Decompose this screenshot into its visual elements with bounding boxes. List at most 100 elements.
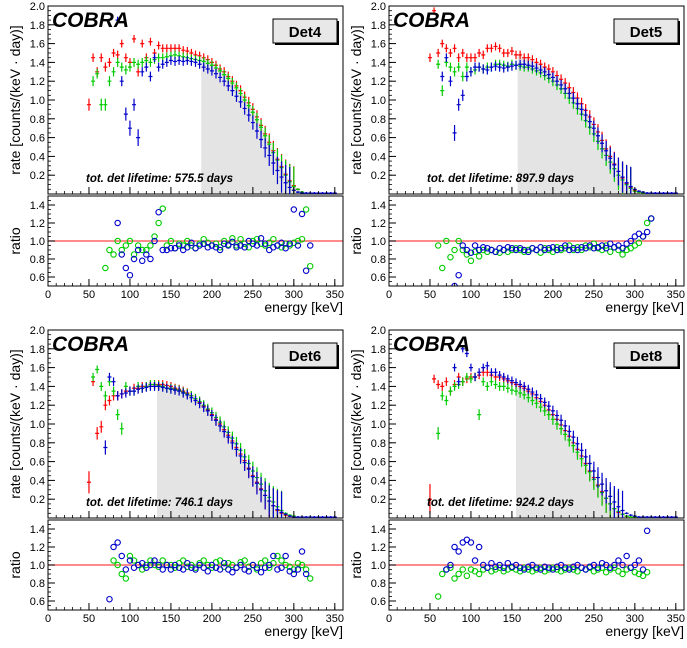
- data-point-green: [111, 386, 116, 396]
- ratio-point-blue: [492, 248, 499, 256]
- y-axis-label: rate [counts/(keV · day)]: [348, 349, 364, 498]
- data-point-green: [295, 188, 300, 191]
- x-tick-label: 50: [83, 289, 95, 301]
- ratio-point-blue: [270, 552, 277, 560]
- ratio-point-green: [635, 239, 643, 247]
- data-point-red: [91, 53, 96, 62]
- data-point-blue: [148, 381, 153, 391]
- ratio-point-blue: [475, 543, 483, 551]
- x-tick-label: 100: [121, 613, 139, 625]
- data-point-blue: [160, 382, 165, 392]
- data-point-blue: [263, 138, 268, 158]
- y-tick-label: 1.8: [30, 20, 45, 32]
- ratio-point-blue: [265, 561, 273, 569]
- ratio-y-tick-label: 1.4: [371, 524, 386, 536]
- data-point-blue: [177, 56, 182, 65]
- data-point-green: [95, 365, 100, 374]
- ratio-points: [434, 215, 655, 286]
- y-tick-label: 0.2: [371, 494, 386, 506]
- data-point-blue: [550, 72, 555, 83]
- ratio-point-blue: [106, 595, 113, 603]
- ratio-point-blue: [451, 543, 458, 551]
- ratio-point-green: [220, 237, 228, 245]
- y-tick-label: 1.8: [371, 20, 386, 32]
- data-point-blue: [542, 67, 547, 77]
- data-point-green: [464, 372, 469, 382]
- data-point-red: [427, 484, 432, 515]
- ratio-point-blue: [220, 559, 228, 567]
- data-point-blue: [283, 164, 288, 194]
- ratio-point-blue: [155, 561, 162, 569]
- ratio-point-green: [106, 246, 113, 254]
- ratio-point-green: [130, 251, 138, 258]
- y-tick-label: 0.6: [371, 457, 386, 469]
- data-point-blue: [538, 65, 543, 75]
- data-point-blue: [608, 147, 613, 170]
- data-point-blue: [546, 69, 551, 80]
- data-point-green: [436, 427, 441, 440]
- data-point-blue: [230, 435, 235, 450]
- ratio-point-green: [110, 557, 117, 564]
- ratio-point-green: [126, 552, 134, 560]
- data-point-blue: [505, 374, 510, 384]
- data-point-blue: [197, 398, 202, 409]
- detector-label: Det6: [289, 348, 322, 365]
- data-point-blue: [103, 440, 108, 455]
- y-tick-label: 1.8: [30, 344, 45, 356]
- ratio-point-green: [606, 248, 614, 256]
- data-point-green: [103, 391, 108, 401]
- ratio-point-green: [451, 246, 458, 254]
- detector-box: [272, 18, 338, 44]
- ratio-point-green: [306, 262, 314, 270]
- data-point-blue: [595, 127, 600, 144]
- x-tick-label: 350: [667, 289, 685, 301]
- data-point-blue: [234, 442, 239, 457]
- data-point-red: [140, 39, 145, 48]
- ratio-y-tick-label: 0.8: [30, 254, 45, 266]
- x-tick-label: 150: [503, 613, 521, 625]
- y-tick-label: 0.6: [30, 133, 45, 145]
- data-point-blue: [226, 80, 231, 92]
- ratio-point-blue: [184, 559, 191, 567]
- data-point-blue: [213, 414, 218, 426]
- data-point-blue: [493, 368, 498, 377]
- ratio-point-blue: [290, 206, 298, 213]
- data-point-blue: [460, 345, 465, 353]
- data-point-blue: [304, 192, 309, 194]
- lifetime-label: tot. det lifetime: 575.5 days: [86, 173, 233, 185]
- y-axis-label: rate [counts/(keV · day)]: [7, 25, 23, 174]
- ratio-y-tick-label: 1.4: [371, 200, 386, 212]
- x-tick-label: 250: [244, 613, 262, 625]
- data-point-red: [427, 53, 432, 62]
- ratio-y-tick-label: 0.8: [30, 578, 45, 590]
- data-point-green: [119, 422, 124, 435]
- y-tick-label: 0.2: [30, 494, 45, 506]
- ratio-point-green: [114, 561, 121, 569]
- data-point-blue: [636, 516, 641, 518]
- brand-label: COBRA: [52, 333, 129, 356]
- data-point-blue: [526, 384, 531, 394]
- ratio-point-blue: [110, 543, 117, 551]
- ratio-point-green: [643, 219, 651, 227]
- data-point-red: [177, 44, 182, 53]
- data-point-green: [115, 409, 120, 420]
- ratio-point-blue: [163, 561, 171, 569]
- ratio-point-green: [216, 244, 224, 251]
- data-point-green: [115, 57, 120, 67]
- ratio-point-blue: [151, 237, 158, 245]
- data-point-blue: [608, 482, 613, 511]
- x-tick-label: 0: [386, 613, 392, 625]
- data-point-green: [501, 381, 506, 391]
- data-point-blue: [661, 192, 666, 194]
- ratio-y-tick-label: 1.4: [30, 524, 45, 536]
- data-point-blue: [534, 63, 539, 73]
- ratio-point-green: [447, 253, 454, 261]
- data-point-blue: [218, 72, 223, 83]
- data-point-blue: [669, 192, 674, 194]
- data-point-green: [522, 390, 527, 400]
- data-point-blue: [559, 79, 564, 91]
- brand-label: COBRA: [393, 333, 470, 356]
- ratio-point-blue: [147, 255, 154, 263]
- data-point-blue: [595, 467, 600, 488]
